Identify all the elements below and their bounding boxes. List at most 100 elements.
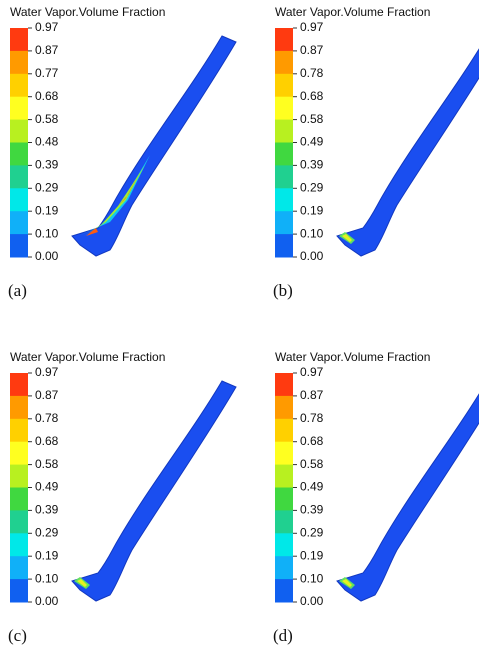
tick-label: 0.39 — [300, 503, 324, 517]
colorbar-swatch — [10, 510, 28, 534]
colorbar-swatch — [10, 188, 28, 212]
tick-label: 0.78 — [35, 411, 59, 425]
legend-title: Water Vapor.Volume Fraction — [10, 5, 165, 19]
colorbar-swatch — [275, 188, 293, 212]
tick-label: 0.87 — [300, 388, 324, 402]
tick-label: 0.58 — [35, 457, 59, 471]
colorbar-swatch — [275, 579, 293, 603]
colorbar-swatch — [275, 28, 293, 52]
tick-label: 0.19 — [35, 548, 59, 562]
tick-label: 0.10 — [300, 226, 324, 240]
tick-label: 0.10 — [35, 571, 59, 585]
colorbar-swatch — [275, 96, 293, 121]
tick-label: 0.00 — [35, 594, 59, 608]
colorbar-swatch — [10, 395, 28, 420]
colorbar-swatch — [275, 119, 293, 143]
panel-label: (d) — [273, 626, 293, 645]
tick-label: 0.19 — [300, 203, 324, 217]
colorbar-swatch — [275, 234, 293, 258]
tick-label: 0.29 — [35, 525, 59, 539]
colorbar-swatch — [10, 556, 28, 580]
colorbar-swatch — [10, 533, 28, 557]
colorbar-swatch — [10, 234, 28, 258]
tick-label: 0.39 — [300, 158, 324, 172]
blade — [336, 393, 479, 602]
colorbar-swatch — [275, 73, 293, 98]
colorbar-swatch — [275, 533, 293, 557]
colorbar-swatch — [275, 510, 293, 534]
cavity-core — [342, 234, 352, 242]
tick-label: 0.68 — [35, 89, 59, 103]
tick-label: 0.10 — [300, 571, 324, 585]
colorbar-swatch — [275, 373, 293, 397]
tick-label: 0.97 — [300, 20, 324, 34]
colorbar-swatch — [10, 142, 28, 166]
tick-label: 0.49 — [35, 480, 59, 494]
tick-label: 0.29 — [35, 180, 59, 194]
tick-label: 0.87 — [300, 43, 324, 57]
legend-title: Water Vapor.Volume Fraction — [275, 350, 430, 364]
tick-label: 0.87 — [35, 388, 59, 402]
tick-label: 0.97 — [300, 365, 324, 379]
colorbar-swatch — [10, 441, 28, 466]
tick-label: 0.00 — [300, 594, 324, 608]
colorbar-swatch — [275, 211, 293, 235]
colorbar-swatch — [10, 418, 28, 443]
colorbar-swatch — [275, 464, 293, 488]
legend-title: Water Vapor.Volume Fraction — [275, 5, 430, 19]
colorbar-swatch — [10, 73, 28, 98]
colorbar-swatch — [275, 487, 293, 511]
tick-label: 0.78 — [300, 66, 324, 80]
colorbar-swatch — [10, 50, 28, 75]
blade — [71, 35, 237, 257]
tick-label: 0.58 — [300, 112, 324, 126]
tick-label: 0.19 — [300, 548, 324, 562]
tick-label: 0.00 — [35, 249, 59, 263]
tick-label: 0.97 — [35, 365, 59, 379]
tick-label: 0.78 — [300, 411, 324, 425]
tick-label: 0.68 — [300, 89, 324, 103]
tick-label: 0.68 — [35, 434, 59, 448]
tick-label: 0.10 — [35, 226, 59, 240]
tick-label: 0.00 — [300, 249, 324, 263]
blade — [71, 380, 237, 602]
tick-label: 0.39 — [35, 158, 59, 172]
colorbar-swatch — [275, 165, 293, 189]
tick-label: 0.77 — [35, 66, 59, 80]
tick-label: 0.58 — [300, 457, 324, 471]
colorbar-swatch — [10, 579, 28, 603]
legend-title: Water Vapor.Volume Fraction — [10, 350, 165, 364]
colorbar-swatch — [10, 464, 28, 488]
colorbar-swatch — [10, 119, 28, 143]
tick-label: 0.97 — [35, 20, 59, 34]
colorbar-swatch — [275, 441, 293, 466]
tick-label: 0.48 — [35, 135, 59, 149]
panel-label: (c) — [8, 626, 27, 645]
colorbar-swatch — [275, 50, 293, 75]
cavity-core — [342, 579, 352, 587]
colorbar-swatch — [275, 556, 293, 580]
tick-label: 0.49 — [300, 480, 324, 494]
colorbar-swatch — [275, 395, 293, 420]
colorbar-swatch — [10, 165, 28, 189]
blade — [336, 48, 479, 257]
colorbar-swatch — [10, 28, 28, 52]
cavity-core — [77, 579, 87, 587]
tick-label: 0.68 — [300, 434, 324, 448]
colorbar-swatch — [10, 487, 28, 511]
tick-label: 0.29 — [300, 180, 324, 194]
tick-label: 0.29 — [300, 525, 324, 539]
panel-label: (a) — [8, 281, 27, 300]
panel-label: (b) — [273, 281, 293, 300]
tick-label: 0.49 — [300, 135, 324, 149]
colorbar-swatch — [10, 96, 28, 121]
colorbar-swatch — [10, 373, 28, 397]
tick-label: 0.19 — [35, 203, 59, 217]
colorbar-swatch — [275, 142, 293, 166]
colorbar-swatch — [10, 211, 28, 235]
